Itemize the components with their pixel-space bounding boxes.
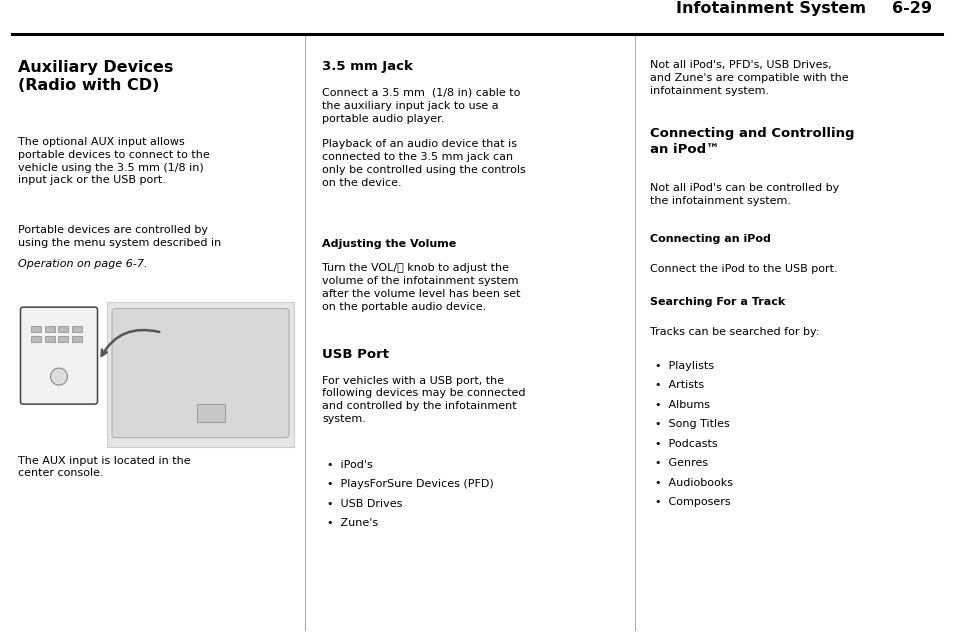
Text: The optional AUX input allows
portable devices to connect to the
vehicle using t: The optional AUX input allows portable d… <box>18 137 210 186</box>
Text: Tracks can be searched for by:: Tracks can be searched for by: <box>649 327 819 337</box>
Text: Auxiliary Devices
(Radio with CD): Auxiliary Devices (Radio with CD) <box>18 60 173 93</box>
Bar <box>196 404 224 422</box>
Text: •  PlaysForSure Devices (PFD): • PlaysForSure Devices (PFD) <box>327 479 494 489</box>
Bar <box>45 326 54 332</box>
Text: •  Song Titles: • Song Titles <box>655 419 729 429</box>
Text: Turn the VOL/⏽ knob to adjust the
volume of the infotainment system
after the vo: Turn the VOL/⏽ knob to adjust the volume… <box>322 263 520 312</box>
Text: •  Playlists: • Playlists <box>655 361 713 371</box>
Text: Operation on page 6-7.: Operation on page 6-7. <box>18 259 148 269</box>
Bar <box>45 336 54 341</box>
Bar <box>58 336 68 341</box>
Text: 3.5 mm Jack: 3.5 mm Jack <box>322 60 413 73</box>
Text: •  iPod's: • iPod's <box>327 460 373 470</box>
Text: •  Podcasts: • Podcasts <box>655 439 717 449</box>
Text: Connect the iPod to the USB port.: Connect the iPod to the USB port. <box>649 263 837 274</box>
Bar <box>30 336 41 341</box>
Text: Not all iPod's, PFD's, USB Drives,
and Zune's are compatible with the
infotainme: Not all iPod's, PFD's, USB Drives, and Z… <box>649 60 848 96</box>
Text: Not all iPod's can be controlled by
the infotainment system.: Not all iPod's can be controlled by the … <box>649 183 839 206</box>
Text: Portable devices are controlled by
using the menu system described in: Portable devices are controlled by using… <box>18 225 221 248</box>
Circle shape <box>51 368 68 385</box>
FancyBboxPatch shape <box>112 309 289 438</box>
Text: •  Composers: • Composers <box>655 498 730 507</box>
Text: For vehicles with a USB port, the
following devices may be connected
and control: For vehicles with a USB port, the follow… <box>322 376 525 424</box>
Text: Infotainment System: Infotainment System <box>676 1 888 16</box>
Text: Connecting and Controlling
an iPod™: Connecting and Controlling an iPod™ <box>649 128 854 156</box>
Text: •  Albums: • Albums <box>655 400 709 410</box>
Text: •  Genres: • Genres <box>655 458 707 468</box>
Bar <box>58 326 68 332</box>
Text: The AUX input is located in the
center console.: The AUX input is located in the center c… <box>18 456 191 478</box>
FancyBboxPatch shape <box>20 307 97 404</box>
Bar <box>107 302 294 447</box>
Text: •  USB Drives: • USB Drives <box>327 499 402 508</box>
Text: Adjusting the Volume: Adjusting the Volume <box>322 239 456 249</box>
Bar <box>71 326 81 332</box>
Text: 6-29: 6-29 <box>891 1 931 16</box>
Text: •  Artists: • Artists <box>655 380 703 390</box>
Bar <box>71 336 81 341</box>
Text: USB Port: USB Port <box>322 348 389 360</box>
Text: Searching For a Track: Searching For a Track <box>649 297 784 308</box>
Text: Connect a 3.5 mm  (1/8 in) cable to
the auxiliary input jack to use a
portable a: Connect a 3.5 mm (1/8 in) cable to the a… <box>322 88 525 188</box>
Bar <box>30 326 41 332</box>
Text: •  Zune's: • Zune's <box>327 518 377 528</box>
Text: Connecting an iPod: Connecting an iPod <box>649 234 770 244</box>
Text: •  Audiobooks: • Audiobooks <box>655 478 732 488</box>
